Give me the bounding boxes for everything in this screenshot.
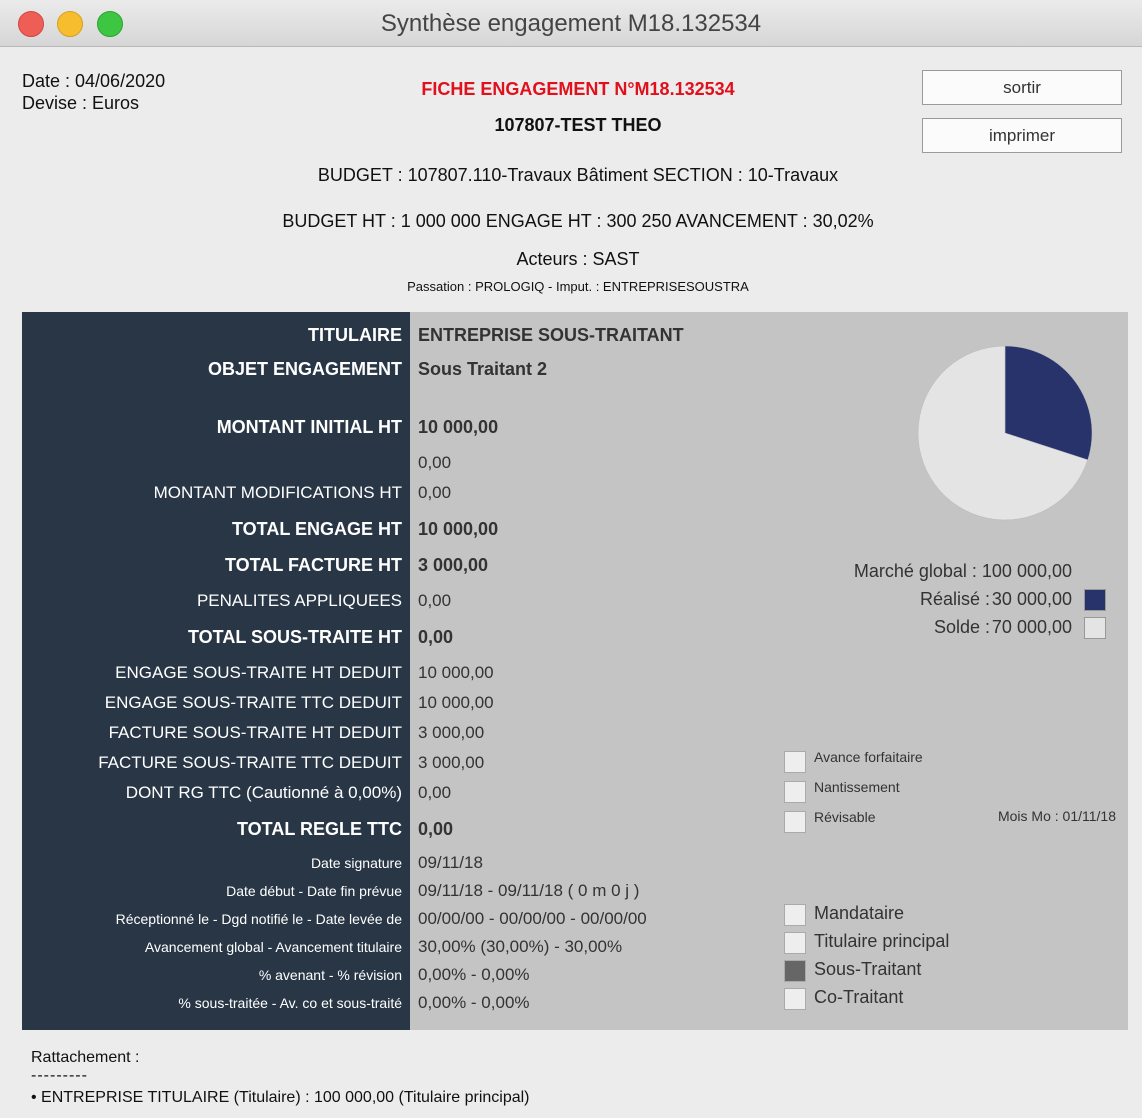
row-value: 0,00% - 0,00% (418, 993, 530, 1012)
row-value: 0,00 (418, 783, 452, 802)
legend-label: Solde : (933, 617, 990, 637)
footer-title: Rattachement : (31, 1049, 140, 1066)
currency: Devise : Euros (22, 93, 140, 113)
checkbox[interactable] (784, 932, 806, 954)
title-bar (0, 0, 1142, 47)
row-label: Avancement global - Avancement titulaire (144, 939, 402, 955)
window-title: Synthèse engagement M18.132534 (380, 10, 762, 37)
row-value: 0,00 (418, 819, 454, 839)
row-value: 09/11/18 - 09/11/18 ( 0 m 0 j ) (418, 881, 640, 900)
row-label: % sous-traitée - Av. co et sous-traité (178, 995, 402, 1011)
pie-slice (1004, 345, 1093, 461)
row-label: ENGAGE SOUS-TRAITE TTC DEDUIT (104, 693, 402, 712)
passation: Passation : PROLOGIQ - Imput. : ENTREPRI… (407, 279, 749, 294)
row-label: Date signature (310, 855, 402, 871)
pie-total: Marché global : 100 000,00 (853, 561, 1072, 581)
budget: BUDGET : 107807.110-Travaux Bâtiment SEC… (317, 165, 839, 185)
row-label: DONT RG TTC (Cautionné à 0,00%) (125, 783, 402, 802)
row-value: 10 000,00 (418, 663, 494, 682)
row-value: 3 000,00 (418, 723, 485, 742)
date: Date : 04/06/2020 (22, 71, 166, 91)
checkbox-label: Sous-Traitant (814, 959, 922, 979)
row-label: ENGAGE SOUS-TRAITE HT DEDUIT (115, 663, 402, 682)
legend-swatch (1084, 617, 1106, 639)
row-value: 10 000,00 (418, 519, 499, 539)
row-label: TOTAL REGLE TTC (237, 819, 402, 839)
button[interactable]: imprimer (922, 118, 1122, 153)
row-value: 0,00 (418, 591, 452, 610)
legend-value: 30 000,00 (991, 589, 1072, 609)
row-value: 0,00 (418, 627, 454, 647)
row-value: 30,00% (30,00%) - 30,00% (418, 937, 623, 956)
row-value: 10 000,00 (418, 693, 494, 712)
checkbox-label: Nantissement (814, 779, 900, 795)
row-label: TOTAL FACTURE HT (225, 555, 402, 575)
actors: Acteurs : SAST (516, 249, 640, 269)
legend-swatch (1084, 589, 1106, 611)
row-label: PENALITES APPLIQUEES (196, 591, 402, 610)
row-label: TOTAL SOUS-TRAITE HT (188, 627, 402, 647)
row-value: 0,00% - 0,00% (418, 965, 530, 984)
checkbox[interactable] (784, 988, 806, 1010)
checkbox-label: Révisable (814, 809, 876, 825)
minimize-button[interactable] (57, 11, 83, 37)
checkbox[interactable] (784, 960, 806, 982)
row-label: TITULAIRE (308, 325, 402, 345)
row-label: TOTAL ENGAGE HT (231, 519, 402, 539)
checkbox-label: Titulaire principal (814, 931, 950, 951)
close-button[interactable] (18, 11, 44, 37)
mois-mo: Mois Mo : 01/11/18 (997, 808, 1116, 824)
row-value: 3 000,00 (418, 555, 489, 575)
row-label: OBJET ENGAGEMENT (207, 359, 402, 379)
row-value: 0,00 (418, 483, 452, 502)
pie-chart (917, 345, 1093, 521)
row-label: Réceptionné le - Dgd notifié le - Date l… (115, 911, 402, 927)
zoom-button[interactable] (97, 11, 123, 37)
checkbox[interactable] (784, 811, 806, 833)
budget-ht: BUDGET HT : 1 000 000 ENGAGE HT : 300 25… (282, 211, 874, 231)
footer-item: • ENTREPRISE TITULAIRE (Titulaire) : 100… (31, 1089, 530, 1106)
checkbox-label: Co-Traitant (814, 987, 904, 1007)
row-value: Sous Traitant 2 (418, 359, 548, 379)
row-label: MONTANT MODIFICATIONS HT (153, 483, 402, 502)
row-value: ENTREPRISE SOUS-TRAITANT (418, 325, 684, 345)
checkbox-label: Mandataire (814, 903, 905, 923)
row-value: 00/00/00 - 00/00/00 - 00/00/00 (418, 909, 647, 928)
row-value: 09/11/18 (418, 853, 483, 872)
engagement-name: 107807-TEST THEO (494, 115, 662, 135)
pie-slice (917, 345, 1089, 521)
label-panel (22, 312, 410, 1030)
row-label: Date début - Date fin prévue (226, 883, 402, 899)
row-label: % avenant - % révision (258, 967, 402, 983)
row-value: 0,00 (418, 453, 452, 472)
row-label: MONTANT INITIAL HT (216, 417, 402, 437)
row-value: 3 000,00 (418, 753, 485, 772)
row-value: 10 000,00 (418, 417, 499, 437)
footer-rule: --------- (31, 1067, 88, 1084)
checkbox[interactable] (784, 751, 806, 773)
checkbox[interactable] (784, 904, 806, 926)
checkbox[interactable] (784, 781, 806, 803)
button[interactable]: sortir (922, 70, 1122, 105)
legend-label: Réalisé : (919, 589, 990, 609)
fiche-title: FICHE ENGAGEMENT N°M18.132534 (421, 79, 735, 99)
row-label: FACTURE SOUS-TRAITE HT DEDUIT (108, 723, 402, 742)
row-label: FACTURE SOUS-TRAITE TTC DEDUIT (98, 753, 402, 772)
legend-value: 70 000,00 (991, 617, 1072, 637)
checkbox-label: Avance forfaitaire (814, 749, 923, 765)
